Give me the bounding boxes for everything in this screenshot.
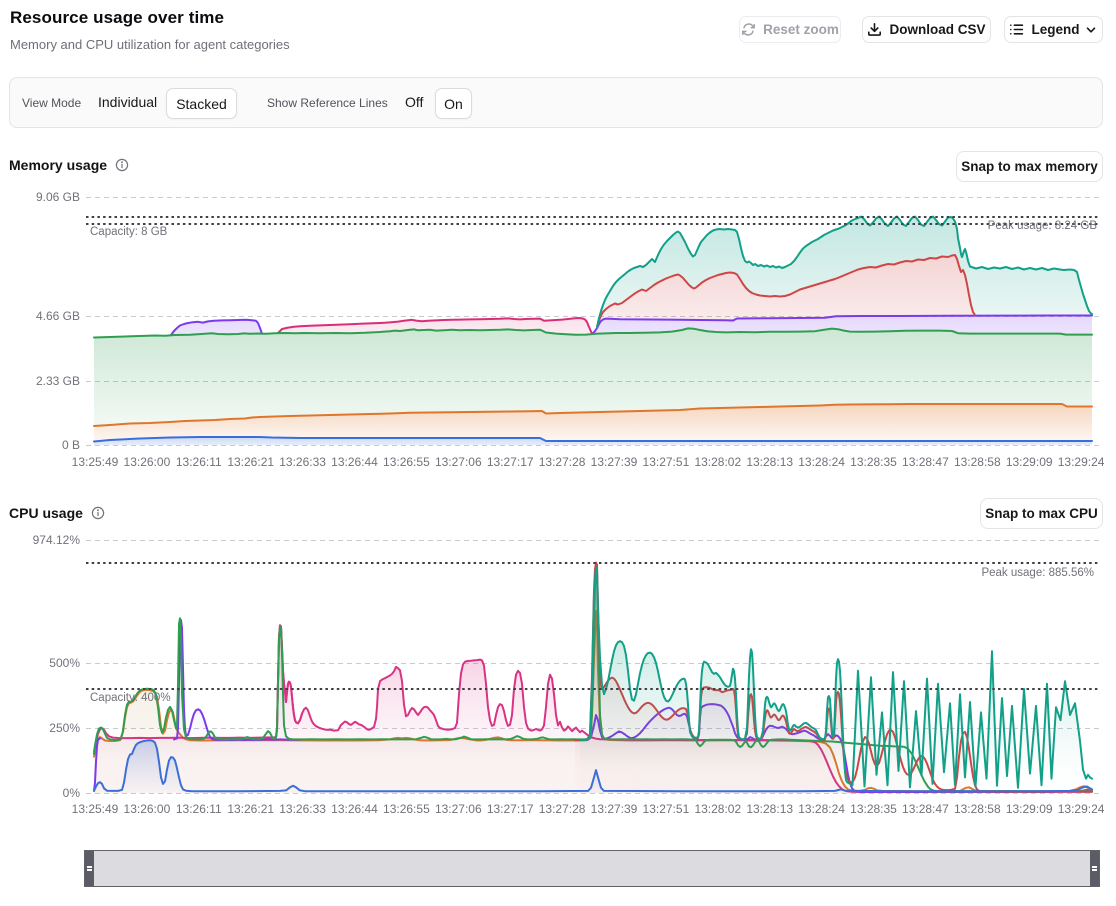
svg-text:0 B: 0 B [62, 438, 80, 452]
svg-text:13:27:39: 13:27:39 [591, 802, 638, 816]
svg-text:500%: 500% [49, 656, 80, 670]
svg-text:13:28:13: 13:28:13 [746, 802, 793, 816]
svg-text:Peak usage: 885.56%: Peak usage: 885.56% [981, 567, 1094, 579]
svg-text:13:27:17: 13:27:17 [487, 802, 534, 816]
svg-text:13:27:39: 13:27:39 [591, 455, 638, 469]
svg-text:13:26:00: 13:26:00 [124, 802, 171, 816]
svg-text:13:28:24: 13:28:24 [798, 455, 845, 469]
svg-text:Peak usage: 8.24 GB: Peak usage: 8.24 GB [988, 220, 1098, 232]
svg-text:13:28:02: 13:28:02 [694, 455, 741, 469]
svg-text:4.66 GB: 4.66 GB [36, 309, 80, 323]
svg-text:13:27:06: 13:27:06 [435, 802, 482, 816]
svg-text:0%: 0% [63, 786, 81, 800]
svg-text:250%: 250% [49, 721, 80, 735]
svg-text:13:26:21: 13:26:21 [227, 455, 274, 469]
svg-text:Capacity: 400%: Capacity: 400% [90, 692, 171, 704]
svg-text:13:26:44: 13:26:44 [331, 455, 378, 469]
svg-text:13:28:58: 13:28:58 [954, 455, 1001, 469]
svg-text:13:26:11: 13:26:11 [176, 455, 222, 469]
svg-text:13:29:24: 13:29:24 [1058, 455, 1105, 469]
svg-text:13:28:47: 13:28:47 [902, 802, 949, 816]
svg-text:13:26:11: 13:26:11 [176, 802, 222, 816]
svg-text:13:28:58: 13:28:58 [954, 802, 1001, 816]
svg-text:13:26:33: 13:26:33 [279, 802, 326, 816]
svg-text:13:27:51: 13:27:51 [643, 802, 690, 816]
svg-text:13:29:09: 13:29:09 [1006, 802, 1053, 816]
svg-text:9.06 GB: 9.06 GB [36, 190, 80, 204]
svg-text:13:25:49: 13:25:49 [72, 802, 119, 816]
svg-text:13:26:21: 13:26:21 [227, 802, 274, 816]
svg-text:13:26:44: 13:26:44 [331, 802, 378, 816]
svg-text:13:26:33: 13:26:33 [279, 455, 326, 469]
svg-text:13:28:13: 13:28:13 [746, 455, 793, 469]
svg-text:13:27:17: 13:27:17 [487, 455, 534, 469]
svg-text:13:28:35: 13:28:35 [850, 455, 897, 469]
svg-text:13:29:09: 13:29:09 [1006, 455, 1053, 469]
svg-text:13:28:35: 13:28:35 [850, 802, 897, 816]
svg-text:13:26:00: 13:26:00 [124, 455, 171, 469]
svg-text:13:26:55: 13:26:55 [383, 802, 430, 816]
svg-text:2.33 GB: 2.33 GB [36, 374, 80, 388]
svg-text:Capacity: 8 GB: Capacity: 8 GB [90, 226, 168, 238]
svg-text:974.12%: 974.12% [33, 533, 81, 547]
svg-text:13:28:47: 13:28:47 [902, 455, 949, 469]
svg-text:13:26:55: 13:26:55 [383, 455, 430, 469]
svg-text:13:27:51: 13:27:51 [643, 455, 690, 469]
svg-text:13:27:28: 13:27:28 [539, 802, 586, 816]
svg-text:13:28:02: 13:28:02 [694, 802, 741, 816]
svg-text:13:27:06: 13:27:06 [435, 455, 482, 469]
svg-text:13:28:24: 13:28:24 [798, 802, 845, 816]
svg-text:13:27:28: 13:27:28 [539, 455, 586, 469]
svg-text:13:25:49: 13:25:49 [72, 455, 119, 469]
svg-text:13:29:24: 13:29:24 [1058, 802, 1105, 816]
